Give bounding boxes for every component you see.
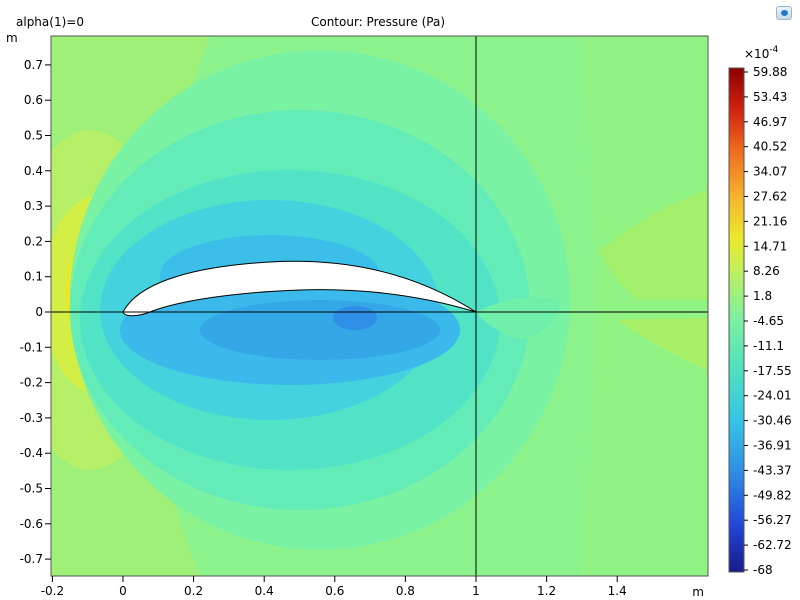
colorbar-label: -49.82 xyxy=(753,488,792,502)
y-axis: 0.7 0.6 0.5 0.4 0.3 0.2 0.1 0 -0.1 -0.2 -0.3 -0.4 -0… xyxy=(20,58,51,566)
colorbar-label: -62.72 xyxy=(753,538,792,552)
y-tick-label: 0.4 xyxy=(24,164,43,178)
colorbar-label: -17.55 xyxy=(753,364,792,378)
y-tick-label: -0.2 xyxy=(20,376,43,390)
colorbar-label: 27.62 xyxy=(753,190,787,204)
y-tick-label: 0 xyxy=(35,305,43,319)
x-tick-label: 1 xyxy=(472,584,480,598)
y-tick-label: -0.7 xyxy=(20,552,43,566)
colorbar-label: -36.91 xyxy=(753,439,792,453)
contour-field xyxy=(51,36,708,576)
airfoil-shape xyxy=(122,260,477,317)
colorbar-label: 34.07 xyxy=(753,165,787,179)
y-tick-label: -0.1 xyxy=(20,340,43,354)
x-axis-unit-label: m xyxy=(692,585,704,599)
x-tick-label: 0 xyxy=(119,584,127,598)
colorbar-label: 40.52 xyxy=(753,140,787,154)
colorbar-label: 59.88 xyxy=(753,65,787,79)
x-tick-label: 0.2 xyxy=(184,584,203,598)
colorbar-label: -68 xyxy=(753,563,773,577)
x-axis: -0.2 0 0.2 0.4 0.6 0.8 1 1.2 1.4 xyxy=(41,576,627,598)
y-tick-label: 0.3 xyxy=(24,199,43,213)
colorbar-label: 14.71 xyxy=(753,239,787,253)
y-tick-label: -0.5 xyxy=(20,482,43,496)
colorbar-gradient xyxy=(728,67,745,573)
color-legend: ×10-4 59.88 53.43 46.97 40.52 34.07 27.62 21.1… xyxy=(728,45,792,577)
x-tick-label: 1.2 xyxy=(537,584,556,598)
plot-frame xyxy=(50,35,709,577)
y-tick-label: 0.2 xyxy=(24,234,43,248)
x-tick-label: 0.6 xyxy=(325,584,344,598)
colorbar-label: 21.16 xyxy=(753,214,787,228)
y-tick-label: 0.1 xyxy=(24,270,43,284)
y-tick-label: 0.6 xyxy=(24,93,43,107)
colorbar-label: 1.8 xyxy=(753,289,772,303)
y-tick-label: 0.7 xyxy=(24,58,43,72)
colorbar-label: -24.01 xyxy=(753,389,792,403)
parameter-label: alpha(1)=0 xyxy=(16,15,84,29)
y-tick-label: 0.5 xyxy=(24,129,43,143)
colorbar-label: -11.1 xyxy=(753,339,784,353)
colorbar-label: -30.46 xyxy=(753,414,792,428)
y-tick-label: -0.3 xyxy=(20,411,43,425)
colorbar-label: -4.65 xyxy=(753,314,784,328)
y-tick-label: -0.4 xyxy=(20,446,43,460)
x-tick-label: -0.2 xyxy=(41,584,64,598)
window-icon[interactable] xyxy=(776,6,792,20)
colorbar-label: -43.37 xyxy=(753,463,792,477)
colorbar-multiplier: ×10-4 xyxy=(744,45,779,61)
colorbar-label: 8.26 xyxy=(753,264,780,278)
x-tick-label: 1.4 xyxy=(608,584,627,598)
colorbar-label: -56.27 xyxy=(753,513,792,527)
x-tick-label: 0.8 xyxy=(396,584,415,598)
y-axis-unit-label: m xyxy=(6,31,18,45)
plot-title: Contour: Pressure (Pa) xyxy=(311,15,445,29)
x-tick-label: 0.4 xyxy=(255,584,274,598)
colorbar-label: 46.97 xyxy=(753,115,787,129)
colorbar-label: 53.43 xyxy=(753,90,787,104)
y-tick-label: -0.6 xyxy=(20,517,43,531)
